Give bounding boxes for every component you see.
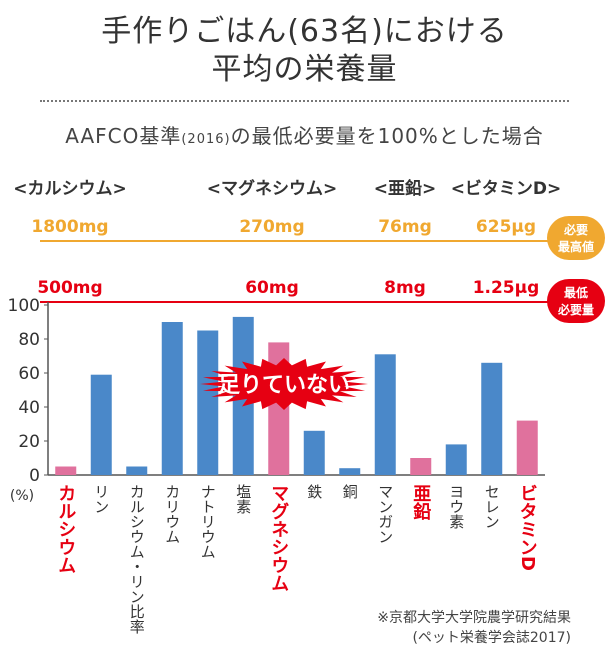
nutrient-name: <ビタミンD>: [451, 179, 562, 199]
subtitle: AAFCO基準(2016)の最低必要量を100%とした場合: [0, 120, 609, 149]
y-unit: (%): [10, 488, 34, 504]
source-note-1: ※京都大学大学院農学研究結果: [377, 610, 571, 626]
y-tick-label: 80: [18, 330, 40, 350]
bar: [410, 458, 432, 475]
bar: [90, 374, 112, 475]
bar: [374, 354, 396, 475]
min-legend-pill: [547, 279, 605, 323]
min-legend-line2: 必要量: [557, 302, 594, 317]
bar: [339, 468, 361, 475]
nutrient-name: <カルシウム>: [13, 179, 127, 199]
min-legend-line1: 最低: [564, 285, 588, 300]
title-line-2: 平均の栄養量: [211, 52, 398, 87]
nutrient-name: <マグネシウム>: [207, 178, 338, 199]
title-divider: [40, 100, 569, 102]
x-tick-label: 塩素: [234, 484, 252, 514]
y-tick-label: 20: [18, 432, 40, 452]
nutrient-min: 60mg: [245, 278, 299, 298]
bar: [55, 466, 77, 475]
x-tick-label: ナトリウム: [199, 484, 217, 559]
bar: [126, 466, 148, 475]
y-tick-label: 100: [8, 296, 40, 316]
bar: [481, 362, 503, 475]
bar: [161, 322, 183, 475]
nutrient-max: 1800mg: [31, 217, 108, 237]
x-tick-label: セレン: [483, 484, 501, 529]
subtitle-rest: の最低必要量を100%とした場合: [230, 124, 544, 148]
y-tick-label: 60: [18, 364, 40, 384]
x-tick-label: マンガン: [376, 484, 394, 544]
nutrient-max: 625μg: [476, 217, 536, 237]
bar: [303, 430, 325, 475]
max-legend-line2: 最高値: [558, 239, 594, 254]
nutrient-min: 500mg: [37, 278, 102, 298]
subtitle-year: (2016): [181, 132, 231, 147]
x-tick-label: ヨウ素: [447, 484, 465, 529]
bar: [445, 444, 467, 475]
x-tick-label: リン: [92, 484, 110, 514]
nutrient-max: 270mg: [239, 217, 304, 237]
nutrient-min: 8mg: [384, 278, 426, 298]
source-notes: ※京都大学大学院農学研究結果 (ペット栄養学会誌2017): [377, 608, 571, 648]
x-tick-label: 亜鉛: [410, 484, 431, 520]
bar: [197, 330, 219, 475]
x-tick-label: カルシウム: [55, 484, 76, 574]
subtitle-main: AAFCO基準: [65, 124, 182, 148]
max-legend-line1: 必要: [563, 222, 588, 237]
nutrient-max: 76mg: [378, 217, 432, 237]
x-tick-label: カリウム: [163, 484, 181, 544]
source-note-2: (ペット栄養学会誌2017): [412, 630, 571, 646]
y-tick-label: 0: [29, 466, 40, 486]
x-tick-label: カルシウム・リン比率: [128, 484, 146, 634]
x-tick-label: 鉄: [305, 484, 323, 499]
nutrient-min: 1.25μg: [473, 278, 540, 298]
x-tick-label: マグネシウム: [268, 484, 289, 592]
title-line-1: 手作りごはん(63名)における: [101, 14, 508, 49]
y-tick-label: 40: [18, 398, 40, 418]
x-tick-label: ビタミンD: [517, 484, 538, 571]
max-legend-pill: [547, 216, 605, 260]
insufficient-badge: [200, 358, 368, 410]
bar: [516, 420, 538, 475]
x-tick-label: 銅: [341, 484, 359, 499]
insufficient-badge-text: 足りていない: [218, 373, 350, 398]
nutrient-name: <亜鉛>: [374, 178, 437, 199]
